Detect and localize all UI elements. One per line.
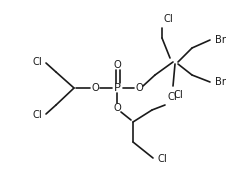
Text: Br: Br (215, 35, 226, 45)
Text: O: O (135, 83, 143, 93)
Text: O: O (91, 83, 99, 93)
Text: O: O (113, 103, 121, 113)
Text: O: O (113, 60, 121, 70)
Text: P: P (114, 83, 120, 93)
Text: Br: Br (215, 77, 226, 87)
Text: Cl: Cl (32, 110, 42, 120)
Text: Cl: Cl (173, 90, 183, 100)
Text: Cl: Cl (164, 14, 174, 24)
Text: Cl: Cl (32, 57, 42, 67)
Text: Cl: Cl (167, 92, 177, 102)
Text: Cl: Cl (158, 154, 168, 164)
